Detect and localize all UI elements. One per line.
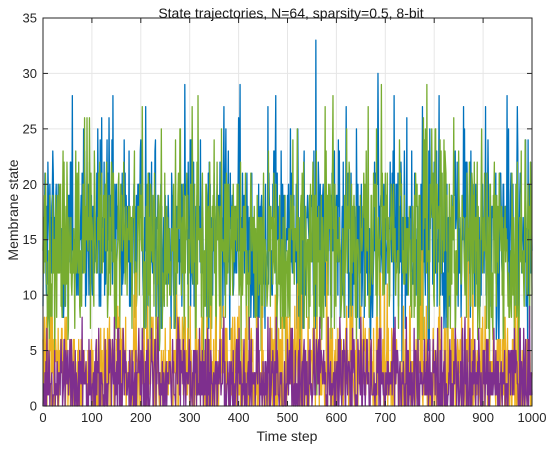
- y-tick-label: 0: [30, 399, 37, 414]
- chart-title: State trajectories, N=64, sparsity=0.5, …: [158, 5, 423, 21]
- x-tick-label: 0: [39, 410, 46, 425]
- x-tick-label: 1000: [518, 410, 547, 425]
- series-group: [42, 39, 533, 407]
- y-tick-label: 35: [23, 11, 37, 26]
- y-tick-label: 15: [23, 232, 37, 247]
- x-tick-label: 600: [326, 410, 348, 425]
- axes: 0 100 200 300 400 500 600 700 800 900 1000 0 5 10 15 20…: [23, 11, 547, 426]
- y-axis-title: Membrane state: [5, 159, 21, 260]
- x-axis-title: Time step: [257, 428, 318, 444]
- y-tick-label: 5: [30, 343, 37, 358]
- series-line-4: [42, 305, 533, 407]
- y-tick-label: 10: [23, 288, 37, 303]
- y-tick-label: 25: [23, 121, 37, 136]
- x-tick-label: 800: [423, 410, 445, 425]
- y-tick-label: 20: [23, 177, 37, 192]
- x-tick-label: 100: [81, 410, 103, 425]
- x-tick-label: 500: [277, 410, 299, 425]
- series-line-2: [42, 83, 533, 407]
- x-tick-label: 400: [228, 410, 250, 425]
- x-tick-label: 900: [472, 410, 494, 425]
- x-tick-label: 200: [130, 410, 152, 425]
- x-tick-label: 700: [374, 410, 396, 425]
- plot-frame: [42, 17, 533, 407]
- x-tick-label: 300: [179, 410, 201, 425]
- y-tick-label: 30: [23, 66, 37, 81]
